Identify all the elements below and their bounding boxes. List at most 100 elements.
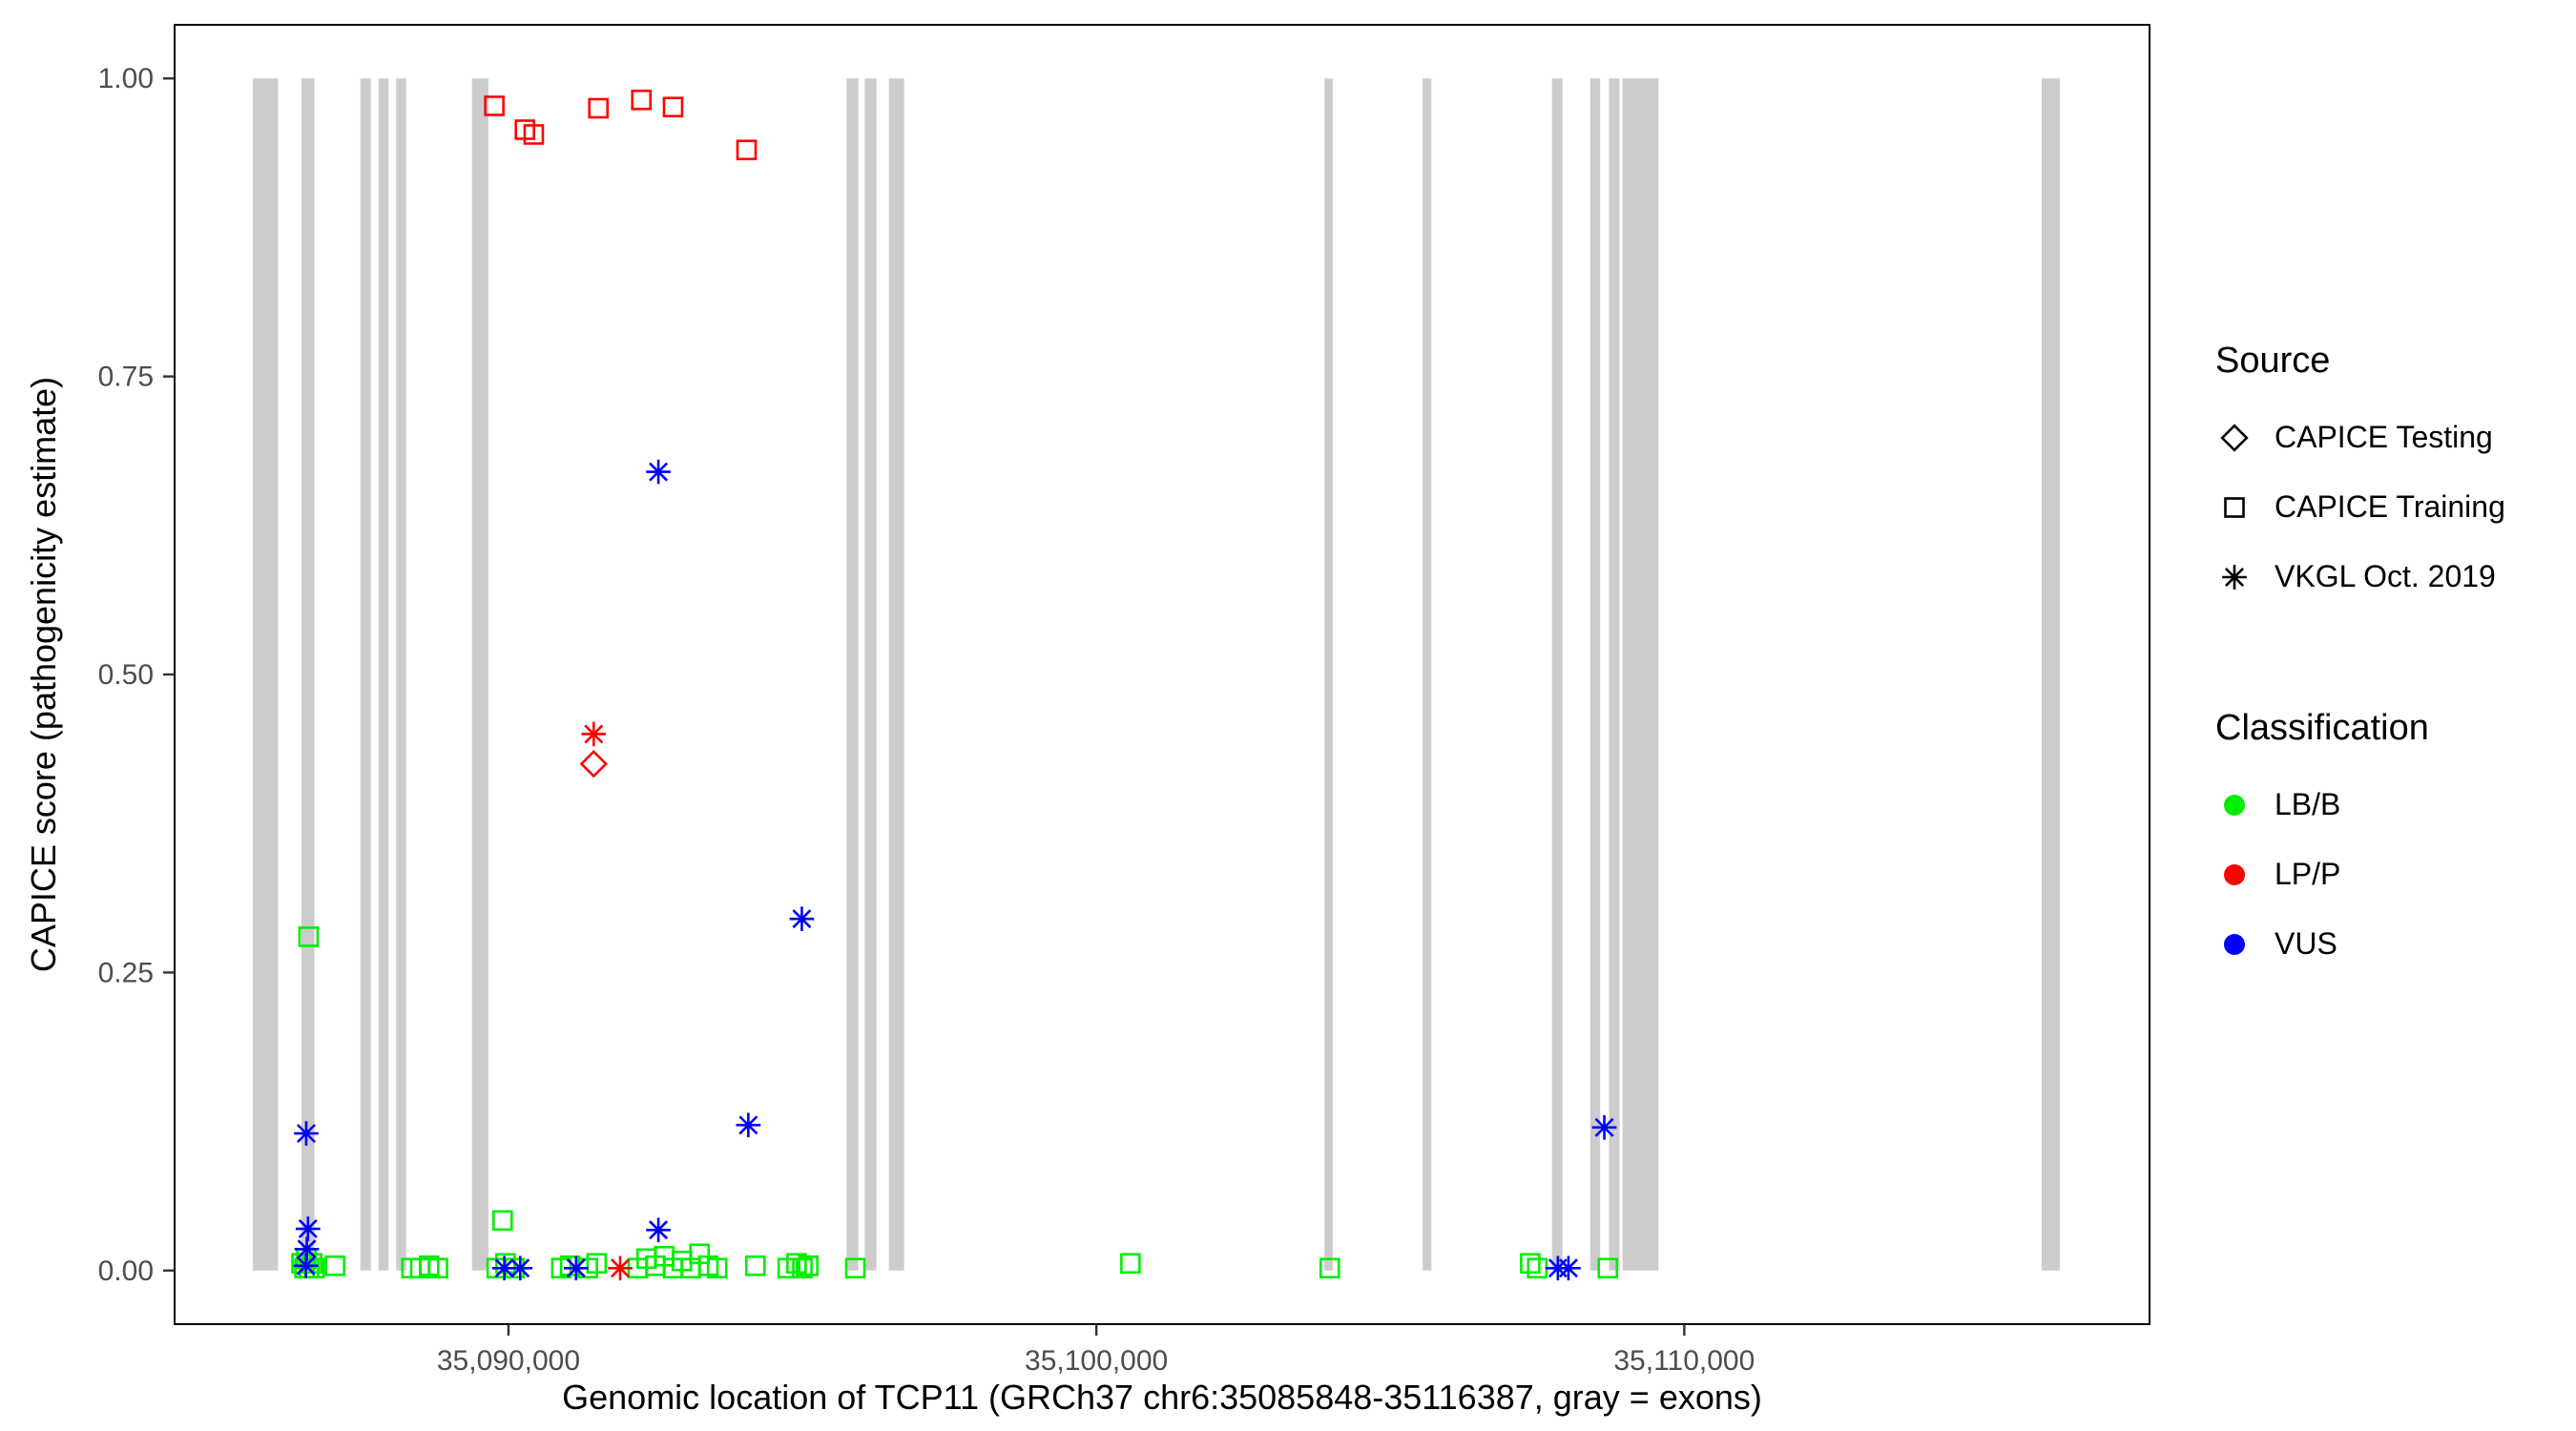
- legend-classification-group: Classification LB/B LP/P VUS: [2215, 707, 2505, 979]
- data-point: [1556, 1255, 1581, 1281]
- series-diamond-LPP: [579, 750, 608, 778]
- asterisk-marker: [294, 1236, 320, 1262]
- data-point: [608, 1255, 633, 1281]
- square-marker: [586, 1253, 608, 1275]
- data-point: [706, 1257, 728, 1279]
- square-marker: [744, 1255, 766, 1276]
- data-point: [491, 1210, 513, 1232]
- exon-bar: [864, 78, 877, 1271]
- legend-source-title: Source: [2215, 341, 2331, 381]
- data-point: [324, 1255, 345, 1276]
- square-marker: [1520, 1253, 1541, 1275]
- data-point: [586, 1253, 608, 1275]
- data-point: [523, 124, 545, 145]
- asterisk-marker: [789, 906, 815, 931]
- exon-bar: [846, 78, 859, 1271]
- data-point: [1520, 1253, 1541, 1275]
- circle-marker: [2224, 933, 2245, 955]
- y-axis-title: CAPICE score (pathogenicity estimate): [24, 376, 63, 973]
- data-point: [1597, 1257, 1619, 1279]
- asterisk-marker: [646, 459, 671, 485]
- legend-classification-items: LB/B LP/P VUS: [2215, 770, 2505, 979]
- data-point: [736, 1112, 761, 1138]
- legend-item: CAPICE Training: [2215, 472, 2505, 542]
- square-marker: [1319, 1257, 1340, 1279]
- data-point: [1591, 1115, 1617, 1140]
- data-point: [844, 1257, 866, 1279]
- legend-item: LB/B: [2215, 770, 2505, 840]
- square-marker: [844, 1257, 866, 1279]
- data-point: [295, 1216, 321, 1241]
- asterisk-marker: [608, 1255, 633, 1281]
- y-tick-label: 0.50: [98, 659, 154, 691]
- data-point: [588, 97, 610, 119]
- asterisk-marker: [293, 1253, 319, 1278]
- series-square-LPP: [484, 89, 758, 161]
- data-point: [646, 1217, 671, 1243]
- data-point: [798, 1255, 820, 1276]
- diamond-icon: [2220, 423, 2249, 452]
- asterisk-marker: [491, 1255, 517, 1281]
- square-marker: [1120, 1253, 1141, 1275]
- exon-bar: [378, 78, 389, 1271]
- exon-bar: [2041, 78, 2060, 1271]
- diamond-marker: [579, 750, 608, 778]
- legend-item-label: CAPICE Testing: [2275, 420, 2493, 454]
- exon-bar: [1609, 78, 1620, 1271]
- exon-bar: [1324, 78, 1333, 1271]
- series-asterisk-VUS: [293, 459, 1617, 1281]
- asterisk-marker: [294, 1121, 319, 1146]
- data-point: [427, 1257, 448, 1279]
- square-marker: [792, 1257, 813, 1279]
- legend-item-label: CAPICE Training: [2275, 489, 2505, 524]
- square-marker: [298, 926, 320, 947]
- exon-bar: [1551, 78, 1563, 1271]
- data-point: [298, 926, 320, 947]
- legend-item-label: VKGL Oct. 2019: [2275, 559, 2496, 593]
- square-marker: [484, 95, 505, 116]
- square-marker: [1597, 1257, 1619, 1279]
- x-tick-label: 35,090,000: [437, 1345, 580, 1377]
- asterisk-marker: [2222, 564, 2247, 590]
- data-point: [789, 906, 815, 931]
- data-point: [579, 750, 608, 778]
- legend-item: CAPICE Testing: [2215, 403, 2505, 472]
- square-marker: [427, 1257, 448, 1279]
- square-marker: [631, 89, 653, 111]
- data-point: [792, 1257, 813, 1279]
- exon-bar: [1622, 78, 1659, 1271]
- legend-item: VKGL Oct. 2019: [2215, 542, 2505, 612]
- data-point: [744, 1255, 766, 1276]
- legend-item-label: VUS: [2275, 926, 2337, 961]
- data-point: [1120, 1253, 1141, 1275]
- y-tick-label: 0.75: [98, 362, 154, 393]
- x-axis-title: Genomic location of TCP11 (GRCh37 chr6:3…: [562, 1378, 1762, 1417]
- asterisk-marker: [1556, 1255, 1581, 1281]
- data-point: [484, 95, 505, 116]
- y-tick-label: 0.00: [98, 1255, 154, 1287]
- diamond-marker: [2220, 423, 2249, 452]
- legend-item: LP/P: [2215, 840, 2505, 909]
- square-marker: [706, 1257, 728, 1279]
- series-asterisk-LPP: [581, 721, 633, 1281]
- circle-icon: [2224, 933, 2245, 955]
- data-point: [294, 1236, 320, 1262]
- data-point: [786, 1253, 807, 1275]
- legend-item: VUS: [2215, 909, 2505, 979]
- square-marker: [798, 1255, 820, 1276]
- plot-panel-border: [174, 24, 2150, 1325]
- y-tick-label: 1.00: [98, 63, 154, 94]
- asterisk-marker: [581, 721, 607, 747]
- data-point: [294, 1121, 319, 1146]
- square-marker: [324, 1255, 345, 1276]
- asterisk-icon: [2222, 564, 2247, 590]
- legend-classification-title: Classification: [2215, 708, 2429, 748]
- y-tick-label: 0.25: [98, 957, 154, 988]
- square-marker: [786, 1253, 807, 1275]
- square-marker: [2224, 496, 2245, 518]
- square-marker: [588, 97, 610, 119]
- exon-bar: [301, 78, 315, 1271]
- data-point: [563, 1255, 589, 1281]
- exon-bar: [471, 78, 488, 1271]
